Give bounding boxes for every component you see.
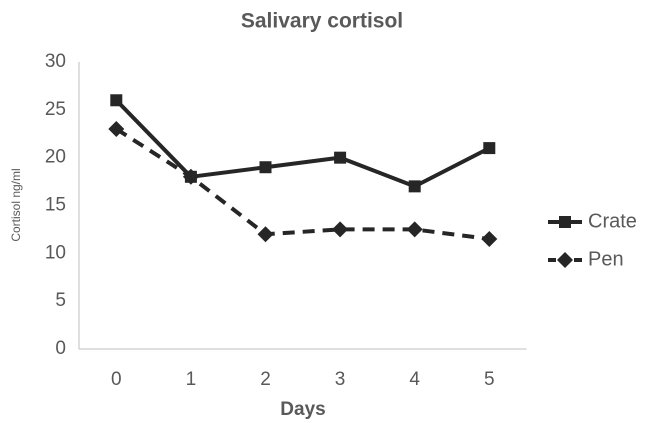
marker: [257, 226, 274, 243]
y-tick-label: 0: [55, 338, 66, 359]
legend-label: Crate: [588, 210, 637, 232]
marker: [406, 221, 423, 238]
marker: [332, 221, 349, 238]
marker: [559, 216, 571, 228]
marker: [182, 168, 199, 185]
series-line: [114, 98, 491, 189]
marker: [334, 151, 347, 164]
y-tick-label: 20: [45, 147, 66, 168]
x-tick-label: 4: [409, 369, 420, 390]
x-tick-label: 2: [260, 369, 271, 390]
legend-label: Pen: [588, 248, 624, 270]
x-tick-label: 0: [111, 369, 122, 390]
marker: [557, 252, 573, 268]
x-axis-label: Days: [280, 399, 325, 420]
series-line: [115, 127, 490, 241]
marker: [481, 230, 498, 247]
y-tick-label: 25: [45, 99, 66, 120]
marker: [108, 120, 125, 137]
y-axis-label: Cortisol ng/ml: [9, 168, 23, 241]
x-tick-label: 1: [186, 369, 197, 390]
marker: [483, 142, 496, 155]
marker: [110, 94, 123, 107]
chart-title: Salivary cortisol: [241, 10, 403, 33]
marker: [259, 161, 272, 174]
y-tick-label: 5: [55, 290, 66, 311]
marker: [408, 180, 421, 193]
y-tick-label: 30: [45, 51, 66, 72]
x-tick-label: 5: [484, 369, 495, 390]
y-tick-label: 10: [45, 242, 66, 263]
x-tick-label: 3: [335, 369, 346, 390]
y-tick-label: 15: [45, 195, 66, 216]
